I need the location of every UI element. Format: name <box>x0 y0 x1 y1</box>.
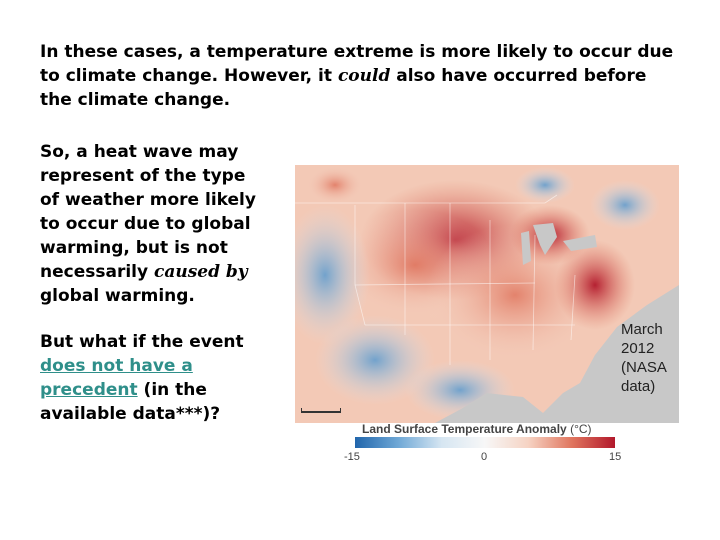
legend-unit: (°C) <box>570 422 592 436</box>
paragraph2-text-1: But what if the event <box>40 332 244 352</box>
body-text: So, a heat wave may represent of the typ… <box>40 140 260 426</box>
legend-tick-min: -15 <box>344 451 360 463</box>
heading-emphasis: could <box>337 66 391 86</box>
heading-text-1: In these cases, a temperature extreme is… <box>40 42 674 86</box>
precedent-link[interactable]: does not have a precedent <box>40 356 193 400</box>
paragraph2-text-2: (in the available data***)? <box>40 380 221 424</box>
map-scale-bar <box>301 408 341 413</box>
legend-title-text: Land Surface Temperature Anomaly <box>362 422 567 436</box>
paragraph1-emphasis: caused by <box>154 262 248 282</box>
map-graphic <box>295 165 679 423</box>
slide-heading: In these cases, a temperature extreme is… <box>40 40 680 112</box>
legend-title: Land Surface Temperature Anomaly (°C) <box>362 422 592 436</box>
legend-tick-max: 15 <box>609 451 622 463</box>
paragraph1-text-1: So, a heat wave may represent of the typ… <box>40 142 256 282</box>
paragraph-precedent: But what if the event does not have a pr… <box>40 330 260 426</box>
paragraph-heat-wave: So, a heat wave may represent of the typ… <box>40 140 260 308</box>
temperature-anomaly-map <box>295 165 679 423</box>
heading-text-2: also have occurred before the climate ch… <box>40 66 647 110</box>
legend-colorbar <box>355 437 615 448</box>
paragraph1-text-2: global warming. <box>40 286 195 306</box>
map-caption: March 2012 (NASA data) <box>621 321 667 395</box>
legend-tick-mid: 0 <box>481 451 488 463</box>
